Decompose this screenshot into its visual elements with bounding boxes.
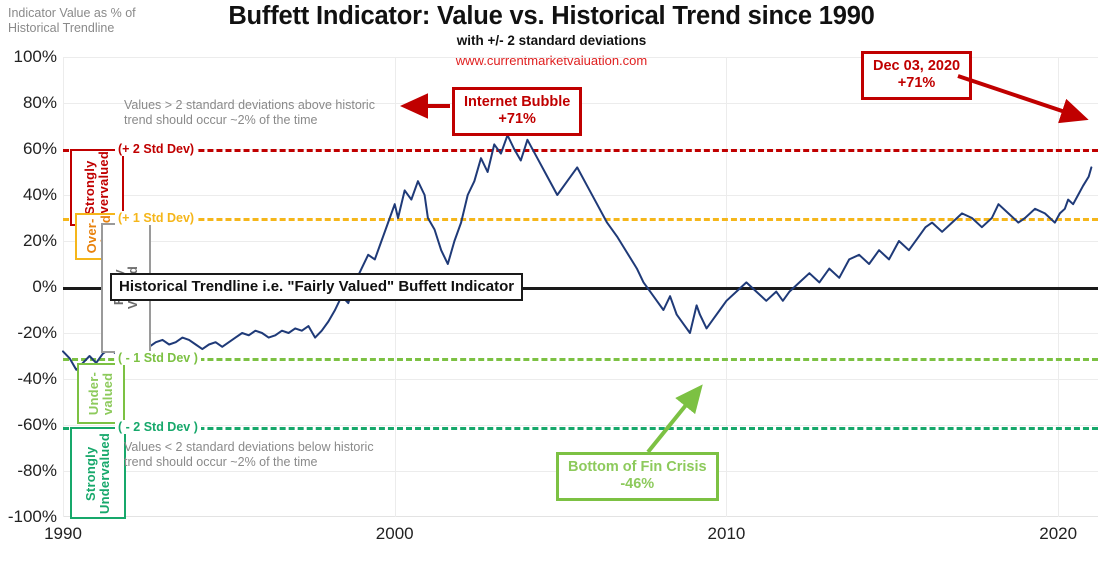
- reference-line-sd2-plus: [63, 149, 1098, 152]
- callout-fin-crisis: Bottom of Fin Crisis -46%: [556, 452, 719, 501]
- y-tick-label: 0%: [32, 277, 57, 296]
- reference-line-trendline: [63, 287, 1098, 290]
- reference-line-sd2-minus: [63, 427, 1098, 431]
- note-bottom: Values < 2 standard deviations below his…: [124, 440, 374, 469]
- callout-internet-bubble-title: Internet Bubble: [464, 94, 571, 110]
- reference-label-sd1-plus: (+ 1 Std Dev): [115, 211, 198, 225]
- y-tick-label: 20%: [22, 231, 57, 250]
- trendline-label-box: Historical Trendline i.e. "Fairly Valued…: [110, 273, 524, 301]
- y-tick-label: -20%: [17, 323, 57, 342]
- y-tick-label: 40%: [22, 185, 57, 204]
- zone-strongly-undervalued: Strongly Undervalued: [70, 427, 126, 519]
- y-tick-label: -40%: [17, 369, 57, 388]
- x-tick-label: 2020: [1039, 524, 1078, 543]
- callout-fin-crisis-title: Bottom of Fin Crisis: [568, 459, 707, 475]
- zone-label-undervalued: Under- valued: [86, 372, 115, 416]
- zone-undervalued: Under- valued: [77, 362, 125, 425]
- y-tick-label: 100%: [13, 47, 57, 66]
- reference-label-sd1-minus: ( - 1 Std Dev ): [115, 351, 201, 366]
- y-tick-label: -100%: [7, 507, 57, 526]
- reference-line-sd1-plus: [63, 218, 1098, 221]
- y-tick-label: 60%: [22, 139, 57, 158]
- chart-subtitle: with +/- 2 standard deviations: [456, 33, 647, 48]
- gridline: [63, 425, 1098, 426]
- callout-dec-2020: Dec 03, 2020 +71%: [861, 51, 973, 100]
- zone-label-strongly-undervalued: Strongly Undervalued: [83, 432, 112, 514]
- x-tick-label: 2000: [375, 524, 414, 543]
- source-url: www.currentmarketvaluation.com: [455, 53, 648, 68]
- plot-bottom-border: [63, 516, 1098, 517]
- callout-fin-crisis-value: -46%: [620, 476, 655, 492]
- x-tick-label: 2010: [707, 524, 746, 543]
- gridline: [63, 195, 1098, 196]
- y-tick-label: 80%: [22, 93, 57, 112]
- data-series-line: [62, 134, 1093, 371]
- gridline: [63, 333, 1098, 334]
- reference-label-sd2-plus: (+ 2 Std Dev): [115, 142, 198, 156]
- callout-internet-bubble: Internet Bubble +71%: [452, 87, 583, 136]
- y-axis-caption: Indicator Value as % of Historical Trend…: [8, 6, 136, 35]
- reference-line-sd1-minus: [63, 358, 1098, 362]
- gridline: [63, 379, 1098, 380]
- callout-dec-2020-value: +71%: [897, 75, 936, 91]
- note-top: Values > 2 standard deviations above his…: [124, 98, 375, 127]
- gridline: [63, 241, 1098, 242]
- callout-internet-bubble-value: +71%: [498, 111, 536, 127]
- y-tick-label: -60%: [17, 415, 57, 434]
- y-tick-label: -80%: [17, 461, 57, 480]
- chart-title: Buffett Indicator: Value vs. Historical …: [228, 2, 875, 30]
- gridline: [63, 57, 1098, 58]
- x-tick-label: 1990: [44, 524, 82, 543]
- reference-label-sd2-minus: ( - 2 Std Dev ): [115, 420, 201, 435]
- callout-dec-2020-title: Dec 03, 2020: [873, 58, 961, 74]
